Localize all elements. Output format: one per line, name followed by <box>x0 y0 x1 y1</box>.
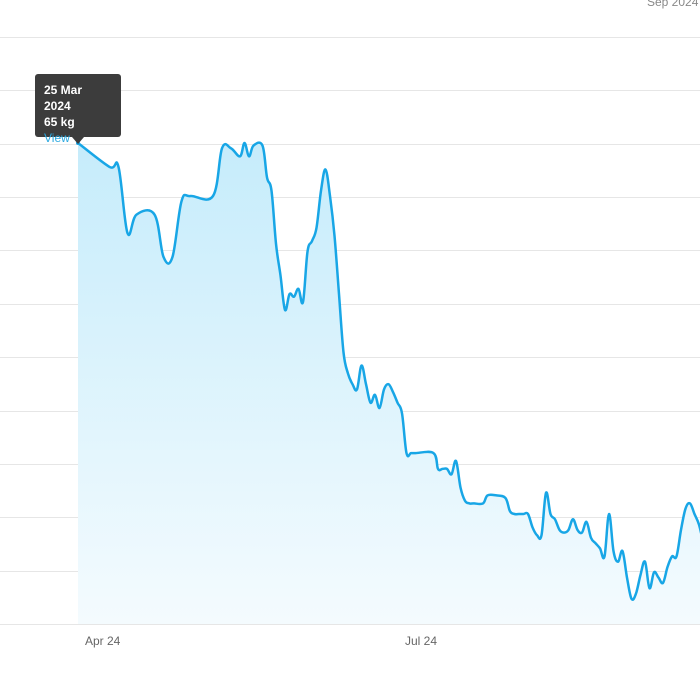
x-axis-ticks: Apr 24 Jul 24 Sep 2024 <box>85 0 699 648</box>
x-tick-label-apr: Apr 24 <box>85 634 121 648</box>
weight-line <box>76 141 700 602</box>
tooltip-date: 25 Mar 2024 <box>44 83 83 113</box>
x-tick-label-jul: Jul 24 <box>405 634 437 648</box>
series-line <box>76 141 700 602</box>
tooltip-view-link[interactable]: View <box>44 131 70 145</box>
tooltip-value: 65 kg <box>44 115 75 129</box>
x-tick-label-sep: Sep 2024 <box>647 0 699 9</box>
tooltip-pointer <box>72 137 84 144</box>
data-tooltip: 25 Mar 2024 65 kg View <box>35 74 121 145</box>
